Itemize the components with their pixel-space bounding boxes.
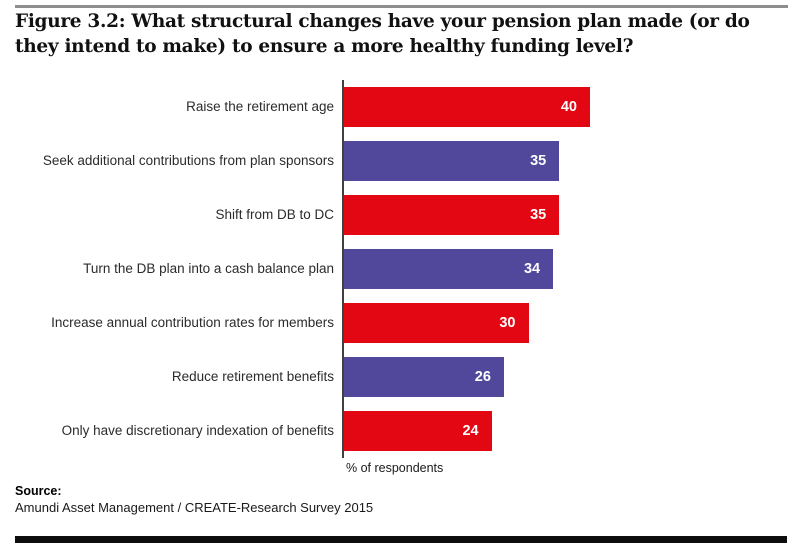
bar: 26 [344, 357, 504, 397]
bar: 24 [344, 411, 492, 451]
bar-row: Reduce retirement benefits 26 [0, 350, 800, 404]
bar-track: 26 [342, 350, 800, 404]
value-label: 35 [530, 207, 547, 223]
category-label: Turn the DB plan into a cash balance pla… [83, 260, 334, 276]
bar-track: 35 [342, 188, 800, 242]
top-divider [15, 5, 788, 8]
value-label: 26 [474, 369, 491, 385]
category-label: Increase annual contribution rates for m… [51, 314, 334, 330]
bar: 30 [344, 303, 529, 343]
value-label: 40 [560, 99, 577, 115]
bar-track: 30 [342, 296, 800, 350]
bar-row: Seek additional contributions from plan … [0, 134, 800, 188]
value-label: 24 [462, 423, 479, 439]
bar-rows: Raise the retirement age 40 Seek additiona… [0, 80, 800, 458]
bar: 35 [344, 195, 560, 235]
category-label: Shift from DB to DC [215, 206, 334, 222]
category-label: Seek additional contributions from plan … [42, 152, 334, 168]
bar-track: 34 [342, 242, 800, 296]
source-block: Source: Amundi Asset Management / CREATE… [15, 484, 373, 516]
category-label: Reduce retirement benefits [171, 368, 334, 384]
bar-row: Only have discretionary indexation of be… [0, 404, 800, 458]
bar-track: 35 [342, 134, 800, 188]
value-label: 35 [530, 153, 547, 169]
bar: 34 [344, 249, 554, 289]
bottom-divider [15, 536, 787, 543]
bar-row: Raise the retirement age 40 [0, 80, 800, 134]
x-axis-label: % of respondents [346, 461, 444, 475]
bar-row: Turn the DB plan into a cash balance pla… [0, 242, 800, 296]
source-text: Amundi Asset Management / CREATE-Researc… [15, 499, 374, 515]
figure-title: Figure 3.2: What structural changes have… [15, 11, 750, 57]
bar-row: Increase annual contribution rates for m… [0, 296, 800, 350]
bar-chart: Raise the retirement age 40 Seek additiona… [0, 80, 800, 458]
category-label: Raise the retirement age [186, 98, 334, 114]
bar-track: 40 [342, 80, 800, 134]
source-label: Source: [15, 484, 62, 498]
value-label: 30 [499, 315, 516, 331]
category-label: Only have discretionary indexation of be… [61, 422, 334, 438]
bar: 40 [344, 87, 590, 127]
bar-row: Shift from DB to DC 35 [0, 188, 800, 242]
bar-track: 24 [342, 404, 800, 458]
bar: 35 [344, 141, 560, 181]
value-label: 34 [523, 261, 541, 277]
